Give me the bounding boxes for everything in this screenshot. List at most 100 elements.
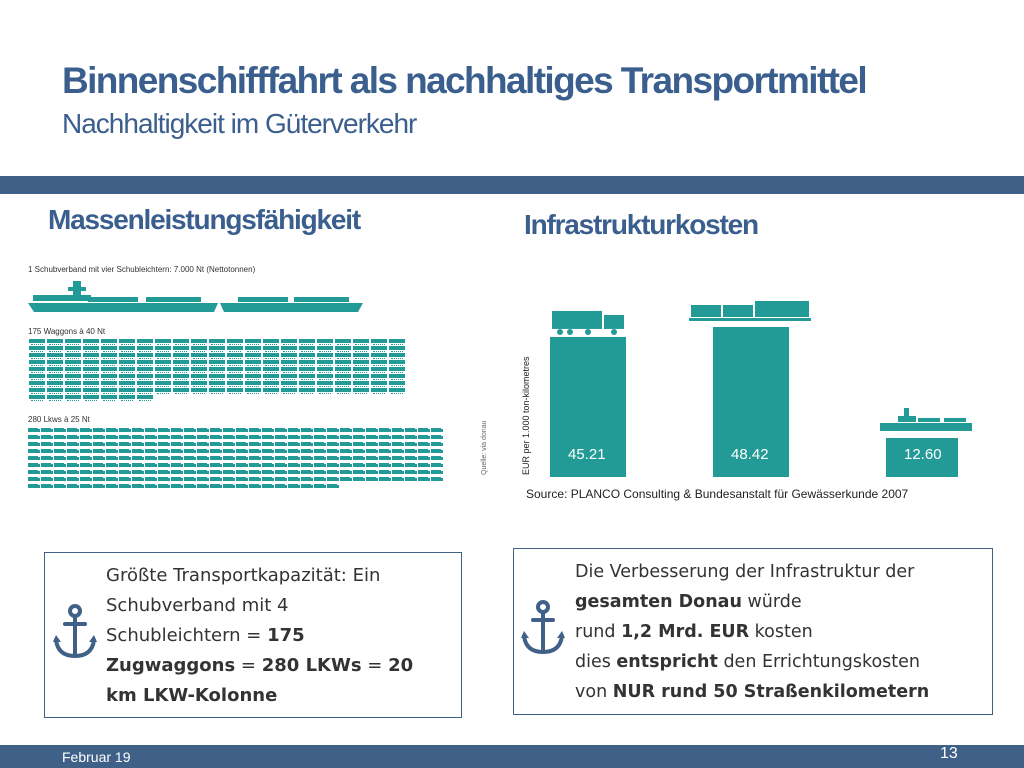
truck-icon — [145, 463, 158, 470]
wagon-icon — [100, 360, 118, 367]
wagon-icon — [370, 360, 388, 367]
truck-icon — [80, 442, 93, 449]
truck-icon — [197, 442, 210, 449]
wagon-icon — [352, 367, 370, 374]
truck-icon — [262, 449, 275, 456]
wagon-icon — [190, 360, 208, 367]
truck-icon — [353, 463, 366, 470]
truck-icon — [197, 477, 210, 484]
wagon-icon — [208, 367, 226, 374]
truck-icon — [145, 442, 158, 449]
truck-icon — [158, 442, 171, 449]
truck-icon — [28, 463, 41, 470]
anchor-icon — [53, 604, 97, 659]
truck-icon — [392, 442, 405, 449]
wagon-icon — [316, 374, 334, 381]
truck-icon — [288, 470, 301, 477]
truck-icon — [80, 449, 93, 456]
truck-icon — [262, 428, 275, 435]
truck-icon — [80, 456, 93, 463]
wagon-icon — [244, 353, 262, 360]
wagon-icon — [316, 346, 334, 353]
wagons-caption: 175 Waggons à 40 Nt — [28, 327, 106, 336]
wagon-icon — [172, 388, 190, 395]
truck-icon — [301, 456, 314, 463]
truck-icon — [340, 435, 353, 442]
truck-icon — [67, 484, 80, 491]
truck-icon — [119, 484, 132, 491]
wagon-icon — [64, 388, 82, 395]
truck-icon — [301, 463, 314, 470]
truck-icon — [119, 428, 132, 435]
truck-icon — [314, 456, 327, 463]
truck-icon — [405, 442, 418, 449]
wagon-icon — [226, 381, 244, 388]
truck-icon — [340, 463, 353, 470]
wagon-icon — [208, 346, 226, 353]
truck-icon — [405, 449, 418, 456]
bar-value-label: 48.42 — [731, 446, 769, 463]
wagon-icon — [136, 367, 154, 374]
wagon-icon — [298, 353, 316, 360]
truck-icon — [80, 477, 93, 484]
wagon-icon — [226, 374, 244, 381]
wagon-icon — [46, 381, 64, 388]
truck-icon — [67, 449, 80, 456]
page-title: Binnenschifffahrt als nachhaltiges Trans… — [62, 60, 868, 101]
truck-icon — [54, 435, 67, 442]
truck-icon — [392, 477, 405, 484]
wagon-icon — [334, 339, 352, 346]
wagon-icon — [28, 374, 46, 381]
truck-icon — [418, 449, 431, 456]
truck-icon — [249, 470, 262, 477]
wagon-icon — [28, 381, 46, 388]
wagon-icon — [172, 360, 190, 367]
wagon-icon — [100, 353, 118, 360]
wagon-icon — [262, 388, 280, 395]
wagon-icon — [244, 381, 262, 388]
trucks-grid — [28, 428, 444, 491]
wagon-icon — [136, 381, 154, 388]
wagon-icon — [370, 353, 388, 360]
wagon-icon — [352, 381, 370, 388]
wagon-icon — [118, 381, 136, 388]
wagon-icon — [388, 346, 406, 353]
wagon-icon — [280, 346, 298, 353]
truck-icon — [236, 442, 249, 449]
wagon-icon — [118, 388, 136, 395]
wagon-icon — [100, 346, 118, 353]
wagon-icon — [244, 339, 262, 346]
wagon-icon — [208, 381, 226, 388]
truck-icon — [353, 435, 366, 442]
truck-icon — [145, 428, 158, 435]
truck-icon — [340, 442, 353, 449]
truck-icon — [41, 435, 54, 442]
wagon-icon — [352, 346, 370, 353]
truck-icon — [236, 456, 249, 463]
truck-icon — [379, 477, 392, 484]
wagon-icon — [154, 388, 172, 395]
page-number: 13 — [940, 745, 958, 762]
truck-icon — [210, 449, 223, 456]
truck-icon — [366, 456, 379, 463]
truck-icon — [223, 477, 236, 484]
wagon-icon — [28, 360, 46, 367]
truck-icon — [418, 477, 431, 484]
truck-icon — [236, 435, 249, 442]
truck-icon — [93, 470, 106, 477]
truck-icon — [431, 435, 444, 442]
truck-icon — [132, 428, 145, 435]
truck-icon — [28, 456, 41, 463]
wagon-icon — [280, 374, 298, 381]
wagon-icon — [100, 374, 118, 381]
bar-lkw — [550, 336, 626, 477]
wagon-icon — [172, 367, 190, 374]
header-divider-bar — [0, 176, 1024, 194]
truck-icon — [236, 449, 249, 456]
wagon-icon — [352, 374, 370, 381]
truck-icon — [405, 435, 418, 442]
truck-icon — [158, 456, 171, 463]
wagon-icon — [208, 360, 226, 367]
bar-value-label: 12.60 — [904, 446, 942, 463]
wagon-icon — [172, 339, 190, 346]
